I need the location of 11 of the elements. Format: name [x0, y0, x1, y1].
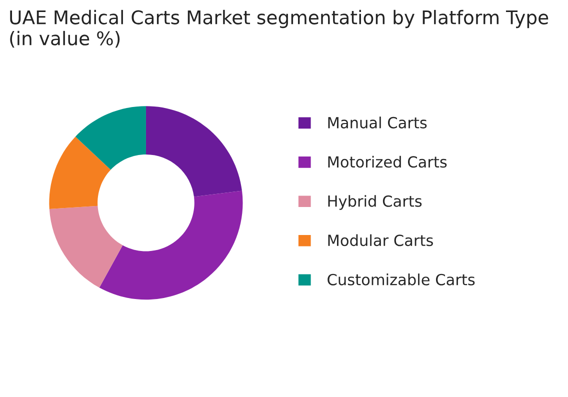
legend-label: Customizable Carts: [328, 274, 475, 286]
donut-slice: [75, 106, 146, 170]
legend-label: Manual Carts: [328, 116, 427, 128]
donut-slice: [49, 206, 123, 288]
donut-slice: [49, 136, 111, 209]
legend-label: Motorized Carts: [328, 156, 447, 168]
legend-label: Modular Carts: [328, 234, 433, 246]
chart-title: UAE Medical Carts Market segmentation by Platform Type (in value %): [10, 10, 548, 48]
donut-slice: [99, 190, 243, 300]
donut-slice: [146, 106, 242, 197]
legend-label: Hybrid Carts: [328, 195, 422, 210]
